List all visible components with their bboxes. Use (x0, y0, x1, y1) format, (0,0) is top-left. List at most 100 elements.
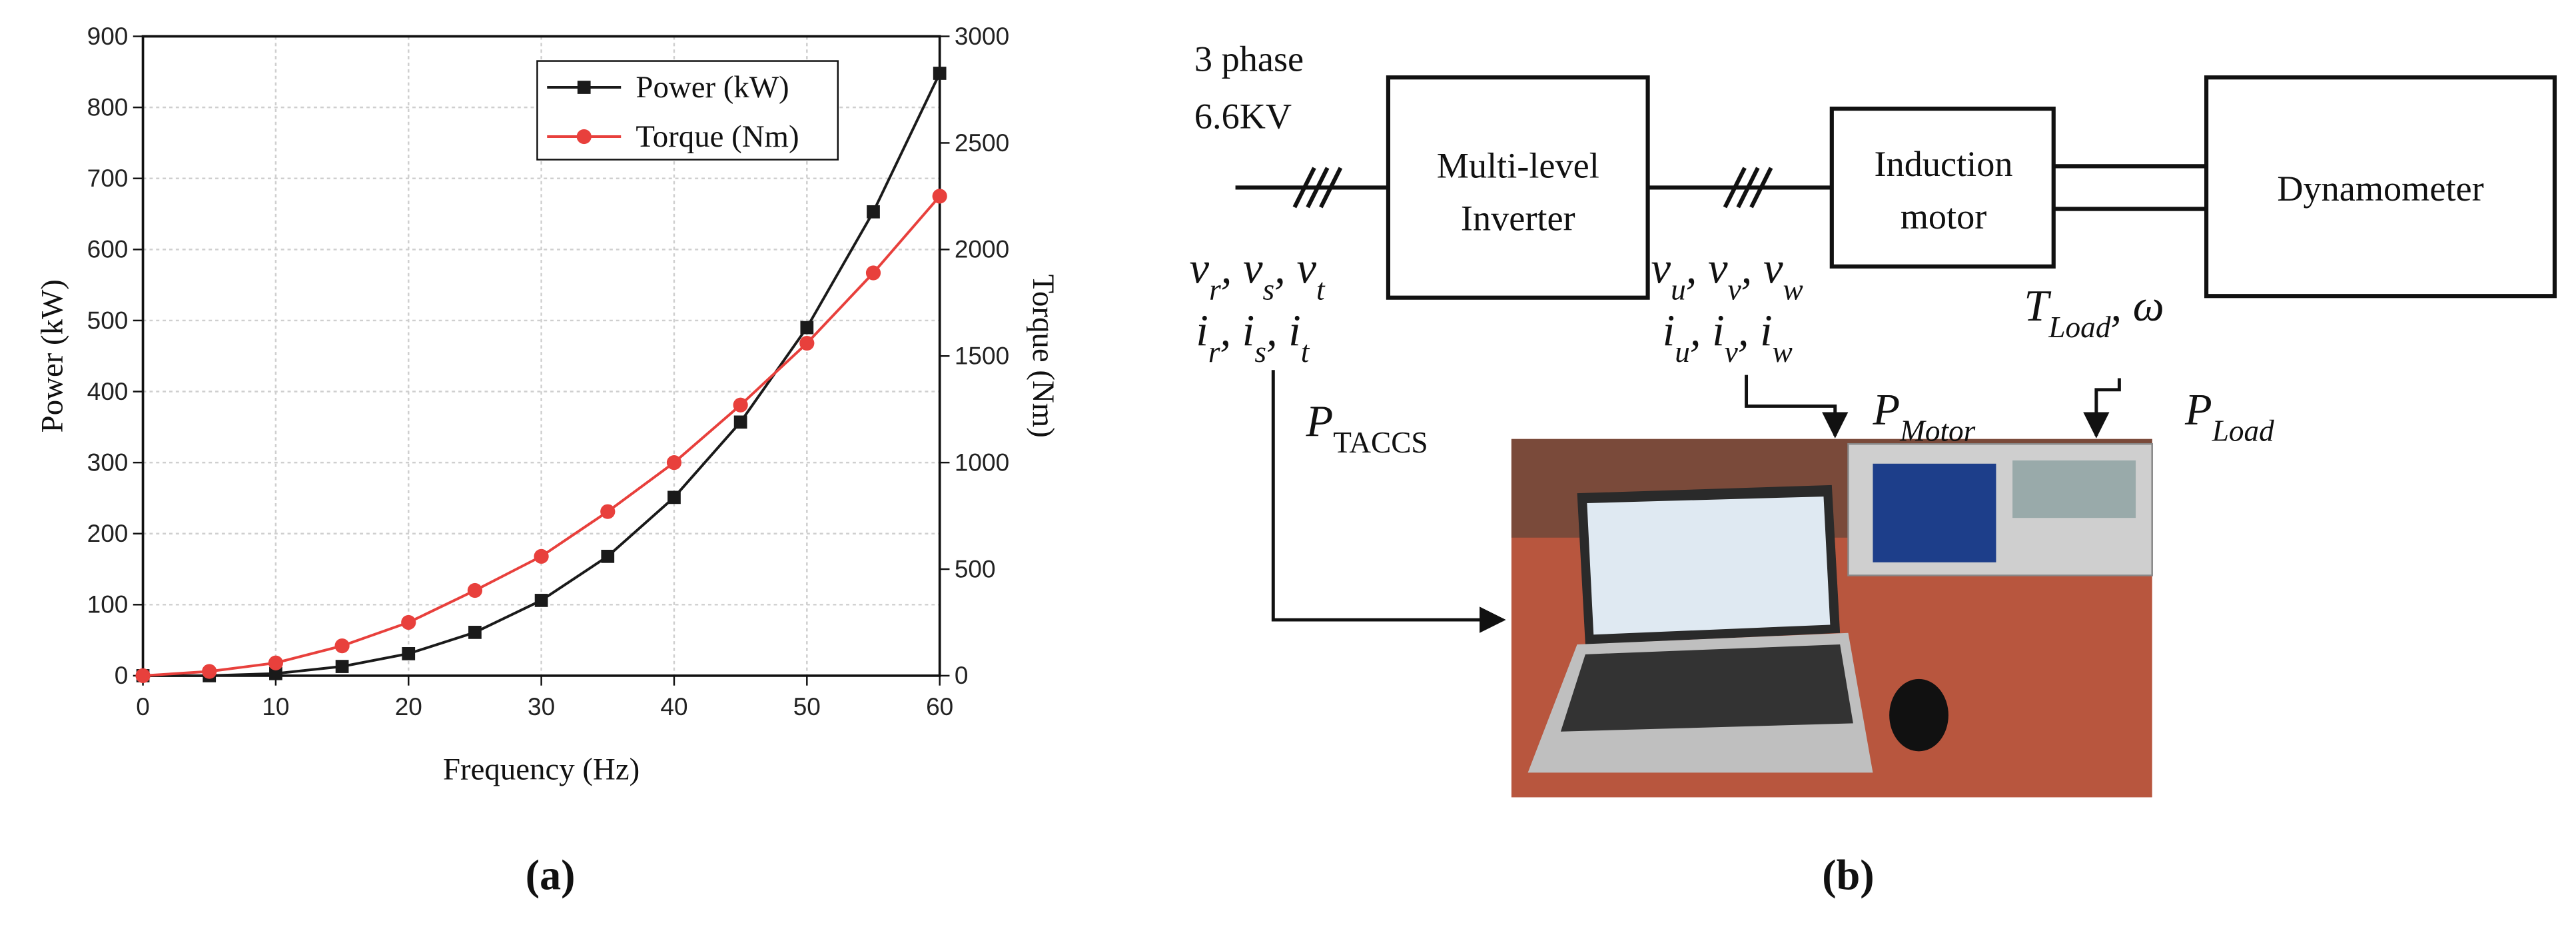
point (335, 660, 349, 673)
label-subscript: v (1728, 273, 1742, 306)
point (733, 415, 747, 429)
block-label: motor (1901, 197, 1987, 237)
label-text: v (1651, 244, 1671, 293)
legend-marker (576, 129, 592, 145)
x-tick-label: 50 (793, 693, 821, 720)
label-text: , i (1690, 307, 1725, 355)
label-subscript: t (1316, 273, 1326, 306)
label-subscript: w (1783, 273, 1803, 306)
y-tick-label: 100 (87, 591, 129, 618)
point (135, 668, 151, 684)
label-text: P (2184, 386, 2212, 435)
signal-label: vr, vs, vt (1190, 244, 1326, 306)
point (334, 638, 350, 654)
label-subscript: TACCS (1333, 426, 1428, 459)
label-subscript: s (1254, 335, 1266, 369)
point (601, 549, 615, 563)
x-tick-label: 0 (136, 693, 150, 720)
label-subscript: r (1208, 335, 1220, 369)
signal-label: PTACCS (1306, 397, 1428, 459)
label-text: P (1306, 397, 1334, 446)
label-text: , i (1266, 307, 1301, 355)
label-subscript: Load (2048, 311, 2110, 344)
label-text: T (2024, 282, 2051, 331)
label-text: v (1190, 244, 1210, 293)
label-subscript: u (1671, 273, 1686, 306)
y2-tick-label: 0 (955, 662, 969, 689)
y2-axis-label: Torque (Nm) (1026, 275, 1061, 438)
arrows (1271, 370, 2121, 633)
label-subscript: s (1263, 273, 1275, 306)
y2-tick-label: 2500 (955, 129, 1009, 157)
point (932, 189, 947, 204)
label-text: , v (1274, 244, 1316, 293)
point (534, 548, 549, 564)
point (865, 265, 881, 281)
signal-label: TLoad, ω (2024, 282, 2164, 344)
signal-label: ir, is, it (1196, 307, 1310, 369)
x-tick-label: 20 (395, 693, 422, 720)
y2-tick-label: 1500 (955, 343, 1009, 370)
y2-tick-label: 500 (955, 555, 996, 582)
caption: (a) (526, 852, 576, 899)
point (202, 664, 217, 679)
label-subscript: v (1725, 335, 1739, 369)
label-text: i (1663, 307, 1675, 355)
point (666, 455, 682, 470)
wiring (1235, 75, 2557, 300)
x-tick-label: 60 (926, 693, 953, 720)
label-text: , i (1220, 307, 1255, 355)
point (268, 655, 284, 670)
label-subscript: u (1675, 335, 1690, 369)
block-label: Induction (1875, 144, 2013, 184)
label-text: , i (1738, 307, 1773, 355)
y-tick-label: 600 (87, 236, 129, 263)
signal-label: PMotor (1872, 386, 1975, 448)
y-tick-label: 500 (87, 307, 129, 334)
y-tick-label: 0 (115, 662, 129, 689)
photo (1511, 439, 2153, 798)
y2-tick-label: 3000 (955, 23, 1009, 50)
point (467, 582, 483, 598)
label-text: , v (1686, 244, 1728, 293)
y-tick-label: 200 (87, 520, 129, 547)
legend-label: Torque (Nm) (636, 119, 799, 154)
point (534, 594, 548, 607)
y-tick-label: 900 (87, 23, 129, 50)
label-subscript: w (1773, 335, 1793, 369)
point (800, 321, 814, 335)
label-subscript: Motor (1899, 415, 1976, 448)
block-label: Inverter (1461, 199, 1575, 239)
point (667, 490, 681, 504)
y2-tick-label: 1000 (955, 449, 1009, 476)
point (733, 397, 748, 413)
label-text: i (1196, 307, 1208, 355)
x-tick-label: 10 (262, 693, 289, 720)
y-tick-label: 800 (87, 93, 129, 121)
point (401, 614, 416, 630)
y2-tick-label: 2000 (955, 236, 1009, 263)
x-tick-label: 40 (660, 693, 687, 720)
y-tick-label: 400 (87, 378, 129, 405)
legend-marker (577, 81, 591, 94)
legend-label: Power (kW) (636, 70, 789, 105)
block-label: Dynamometer (2277, 169, 2483, 209)
y-tick-label: 700 (87, 165, 129, 192)
point (799, 335, 815, 351)
label-subscript: t (1301, 335, 1310, 369)
signal-label: vu, vv, vw (1651, 244, 1803, 306)
point (600, 504, 616, 519)
label-text: P (1872, 386, 1900, 435)
plot-frame (141, 35, 941, 677)
y-axis-label: Power (kW) (35, 279, 70, 433)
supply-label: 6.6KV (1194, 97, 1292, 137)
caption: (b) (1822, 852, 1874, 899)
x-tick-label: 30 (528, 693, 555, 720)
label-text: , ω (2110, 282, 2164, 331)
signal-label: iu, iv, iw (1663, 307, 1793, 369)
x-axis-label: Frequency (Hz) (443, 752, 640, 786)
point (867, 205, 880, 219)
label-subscript: Load (2212, 415, 2274, 448)
point (402, 646, 416, 660)
